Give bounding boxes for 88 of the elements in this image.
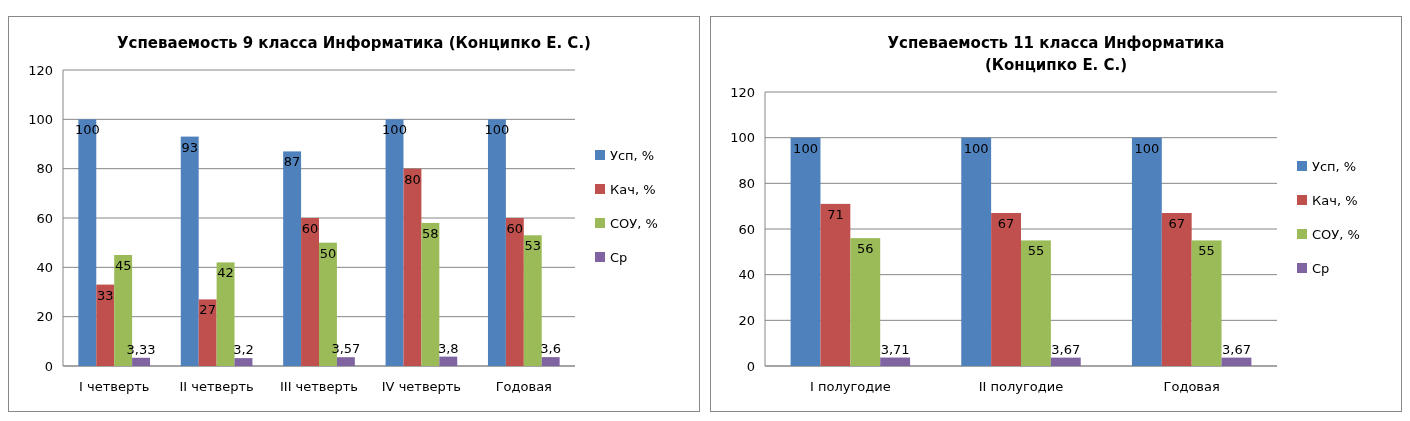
x-tick-label: III четверть [279, 379, 359, 394]
data-label: 55 [1198, 243, 1215, 259]
y-tick-label: 60 [738, 221, 755, 237]
y-tick-label: 100 [730, 130, 755, 146]
data-label: 45 [114, 258, 132, 273]
y-tick-label: 80 [36, 161, 53, 177]
legend-label: Ср [1312, 260, 1330, 276]
y-tick-label: 20 [36, 309, 53, 325]
y-tick-label: 40 [738, 267, 755, 283]
y-tick-label: 100 [28, 111, 53, 127]
y-tick-label: 20 [738, 312, 755, 328]
legend-label: Кач, % [610, 181, 656, 197]
data-label: 100 [1134, 140, 1160, 156]
bar [1021, 240, 1051, 366]
data-label: 3,67 [1221, 341, 1251, 357]
data-label: 67 [1168, 216, 1186, 232]
bar [198, 299, 217, 366]
bar [961, 137, 992, 366]
chart-title: Успеваемость 9 класса Информатика (Конципко Е. С.) [117, 34, 591, 52]
bar [403, 168, 422, 366]
data-label: 33 [96, 287, 114, 303]
y-tick-label: 120 [730, 84, 755, 100]
x-tick-label: Годовая [495, 379, 552, 394]
bar [850, 238, 881, 366]
bar [991, 213, 1021, 366]
x-tick-label: Годовая [1163, 379, 1220, 394]
data-label: 55 [1027, 243, 1045, 259]
data-label: 93 [181, 139, 198, 155]
data-label: 3,8 [437, 340, 459, 356]
data-label: 42 [217, 265, 234, 281]
bar [880, 357, 911, 366]
bar [78, 119, 97, 366]
x-tick-label: II четверть [179, 379, 254, 394]
bar [541, 357, 560, 366]
data-label: 71 [827, 206, 844, 222]
y-tick-label: 60 [36, 210, 53, 226]
bar [234, 358, 253, 366]
bar [439, 356, 458, 366]
y-tick-label: 120 [28, 62, 53, 78]
data-label: 27 [199, 302, 216, 318]
data-label: 58 [422, 225, 439, 241]
bar [421, 222, 440, 366]
bar [505, 218, 524, 366]
data-label: 100 [963, 140, 989, 156]
bar [336, 357, 355, 366]
data-label: 3,71 [880, 341, 910, 357]
data-label: 3,6 [540, 341, 562, 357]
y-tick-label: 0 [746, 358, 755, 374]
bar [523, 235, 542, 366]
data-label: 60 [301, 221, 319, 236]
y-tick-label: 80 [738, 175, 755, 191]
bar [132, 357, 151, 366]
y-tick-label: 40 [36, 259, 53, 275]
x-tick-label: II полугодие [978, 379, 1064, 394]
data-label: 3,2 [233, 342, 254, 358]
legend-label: СОУ, % [1312, 226, 1360, 242]
data-label: 50 [319, 245, 337, 261]
bar [216, 262, 235, 366]
bar [1050, 357, 1081, 366]
legend-label: Кач, % [1312, 192, 1358, 208]
y-tick-label: 0 [44, 358, 53, 374]
x-tick-label: I полугодие [810, 379, 891, 394]
x-tick-label: IV четверть [381, 379, 462, 394]
data-label: 3,67 [1051, 341, 1081, 357]
data-label: 67 [997, 216, 1015, 232]
bar [820, 203, 851, 366]
data-label: 56 [856, 241, 874, 257]
bar [1191, 240, 1222, 366]
bar [790, 137, 821, 366]
bar [1131, 137, 1162, 366]
legend-label: Усп, % [1312, 158, 1357, 174]
chart-title: Успеваемость 11 класса Информатика (Конципко Е. С.) [887, 34, 1225, 74]
data-label: 80 [404, 171, 421, 187]
bar [180, 136, 199, 366]
data-label: 100 [793, 140, 818, 156]
bar [301, 218, 319, 366]
x-tick-label: I четверть [79, 379, 150, 394]
legend-label: СОУ, % [610, 215, 658, 231]
data-label: 60 [506, 221, 524, 236]
data-label: 87 [283, 154, 301, 170]
legend-label: Ср [610, 249, 628, 265]
bar [385, 119, 404, 366]
data-label: 53 [524, 238, 542, 254]
bar [96, 284, 115, 366]
legend-label: Усп, % [610, 147, 655, 163]
bar [1161, 213, 1192, 366]
bar [283, 151, 302, 366]
bar [1221, 357, 1252, 366]
